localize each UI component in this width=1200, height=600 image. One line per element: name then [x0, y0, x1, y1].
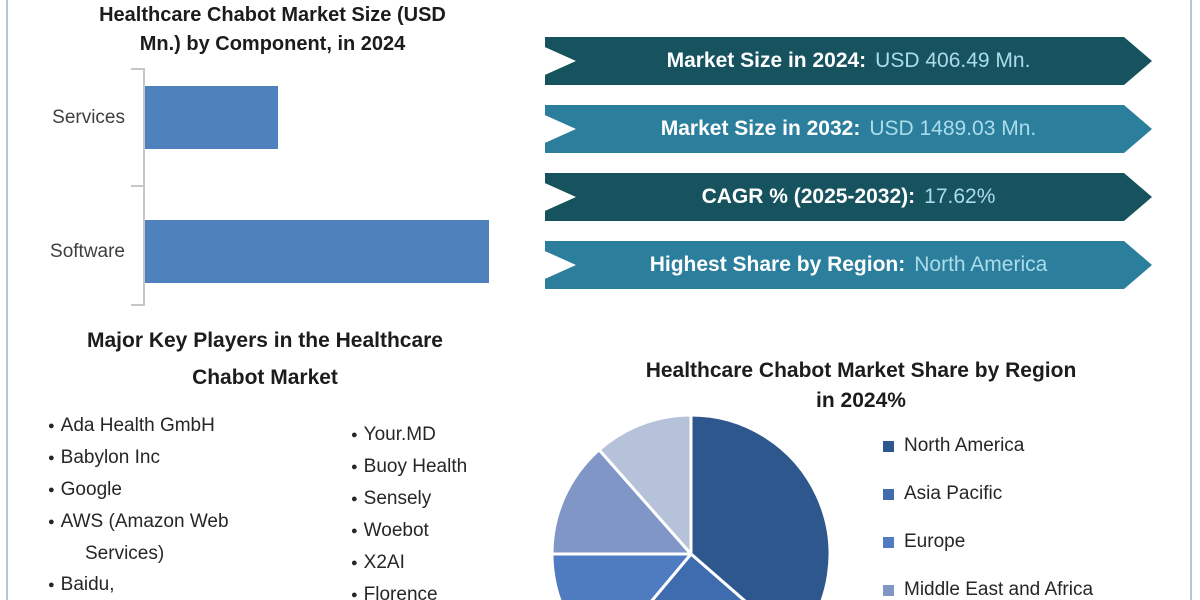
legend-swatch-icon: [883, 440, 894, 452]
key-player-item: Ada Health GmbH: [40, 410, 320, 442]
key-players-column-right: Your.MDBuoy HealthSenselyWoebotX2AIFlore…: [343, 419, 543, 600]
legend-label: North America: [904, 435, 1025, 456]
legend-label: Asia Pacific: [904, 483, 1003, 504]
banner-value: USD 1489.03 Mn.: [869, 117, 1037, 140]
legend-item-north-america: North America: [883, 435, 1093, 456]
legend-item-middle-east-and-africa: Middle East and Africa: [883, 579, 1094, 600]
stat-banner-2: CAGR % (2025-2032): 17.62%: [545, 173, 1152, 221]
banner-value: 17.62%: [924, 185, 996, 208]
pie-slice-unlabeled: [597, 413, 693, 556]
key-player-item: Sensely: [343, 483, 543, 515]
bar-software: [145, 220, 489, 283]
pie-slice-europe: [550, 552, 693, 600]
pie-slice-asia-pacific: [650, 552, 747, 600]
pie-slice-middle-east-and-africa: [550, 448, 693, 556]
pie-chart-title: Healthcare Chabot Market Share by Region…: [645, 359, 1077, 412]
pie-slice-north-america: [689, 413, 832, 600]
bar-services: [145, 86, 278, 149]
banner-value: North America: [914, 253, 1048, 276]
key-player-item: Buoy Health: [343, 451, 543, 483]
key-player-item: AWS (Amazon Web Services): [40, 506, 320, 569]
banner-label: CAGR % (2025-2032):: [701, 185, 916, 208]
banner-label: Market Size in 2032:: [660, 117, 861, 140]
key-player-item: Your.MD: [343, 419, 543, 451]
axis-tick: [131, 185, 144, 187]
legend-swatch-icon: [883, 536, 894, 548]
key-player-item: Woebot: [343, 515, 543, 547]
key-player-item: Babylon Inc: [40, 442, 320, 474]
banner-value: USD 406.49 Mn.: [875, 49, 1031, 72]
key-players-column-left: Ada Health GmbHBabylon IncGoogleAWS (Ama…: [40, 410, 320, 600]
bar-chart-axis: [143, 68, 145, 306]
legend-label: Middle East and Africa: [904, 579, 1094, 600]
legend-swatch-icon: [883, 488, 894, 500]
stat-banner-3: Highest Share by Region: North America: [545, 241, 1152, 289]
key-players-title: Major Key Players in the Healthcare Chab…: [87, 329, 443, 389]
frame-border-right: [1190, 0, 1192, 600]
axis-tick: [131, 304, 144, 306]
bar-category-label: Software: [50, 240, 125, 262]
legend-swatch-icon: [883, 584, 894, 596]
stat-banner-1: Market Size in 2032: USD 1489.03 Mn.: [545, 105, 1152, 153]
key-player-item: Florence: [343, 579, 543, 600]
key-player-item: X2AI: [343, 547, 543, 579]
banner-label: Market Size in 2024:: [666, 49, 867, 72]
bar-category-label: Services: [52, 106, 125, 128]
frame-border-left: [6, 0, 8, 600]
axis-tick: [131, 68, 144, 70]
pie-chart: [550, 413, 832, 600]
bar-chart-title: Healthcare Chabot Market Size (USD Mn.) …: [99, 4, 446, 55]
legend-item-europe: Europe: [883, 531, 1093, 552]
legend-item-asia-pacific: Asia Pacific: [883, 483, 1093, 504]
pie-legend: North America Asia Pacific Europe Middle Ea…: [883, 435, 1094, 600]
legend-label: Europe: [904, 531, 966, 552]
key-player-item: Google: [40, 474, 320, 506]
stat-banner-0: Market Size in 2024: USD 406.49 Mn.: [545, 37, 1152, 85]
key-player-item: Baidu,: [40, 569, 320, 600]
banner-label: Highest Share by Region:: [649, 253, 906, 276]
